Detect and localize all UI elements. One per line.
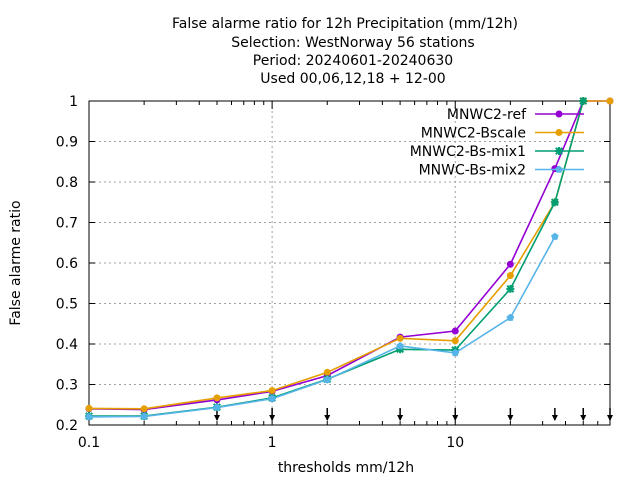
threshold-marker-head <box>324 415 331 421</box>
data-point <box>213 403 221 411</box>
data-point <box>396 342 404 350</box>
x-tick-label: 1 <box>268 435 277 451</box>
data-point <box>396 334 404 342</box>
threshold-marker-head <box>397 415 404 421</box>
threshold-marker-head <box>607 415 613 421</box>
data-point <box>85 412 93 421</box>
series-1 <box>85 97 614 414</box>
data-point <box>606 97 614 105</box>
x-tick-label: 0.1 <box>78 435 100 451</box>
series-line <box>88 236 556 418</box>
chart-title-line-4: Used 00,06,12,18 + 12-00 <box>260 71 445 87</box>
threshold-marker-head <box>551 415 558 421</box>
threshold-marker-head <box>452 415 459 421</box>
data-point <box>268 394 276 402</box>
data-point <box>506 272 514 280</box>
data-point <box>506 313 515 321</box>
threshold-marker-head <box>269 415 276 421</box>
data-point <box>323 375 332 383</box>
legend-swatch-marker <box>555 110 563 118</box>
threshold-marker-head <box>507 415 514 421</box>
data-point <box>579 97 588 105</box>
data-point <box>451 348 459 357</box>
legend-entry: MNWC2-ref <box>447 107 584 123</box>
data-point <box>213 394 221 402</box>
y-axis-label: False alarme ratio <box>8 200 24 325</box>
data-point <box>85 404 93 412</box>
y-tick-label: 0.5 <box>56 297 78 313</box>
threshold-marker-head <box>213 415 220 421</box>
data-point <box>551 232 559 240</box>
axes: 0.2 0.3 0.4 0.5 0.6 0.7 0.8 0.9 1 0.1 1 10 <box>56 94 611 451</box>
data-point <box>550 198 559 207</box>
data-point <box>140 405 148 413</box>
y-tick-label: 0.2 <box>56 418 78 434</box>
data-point <box>451 337 459 345</box>
series-2 <box>85 97 614 413</box>
y-tick-label: 0.8 <box>56 175 78 191</box>
chart-title-line-1: False alarme ratio for 12h Precipitation… <box>172 16 518 32</box>
x-tick-label: 10 <box>446 435 464 451</box>
series-layer <box>85 97 614 421</box>
legend-entry: MNWC2-Bscale <box>421 126 584 142</box>
y-tick-label: 1 <box>69 94 78 110</box>
legend-swatch-marker <box>555 147 563 155</box>
data-point <box>506 260 514 268</box>
y-tick-label: 0.9 <box>56 135 78 151</box>
legend: MNWC2-ref MNWC2-Bscale MNWC2-Bs-mix1 MNWC-B… <box>410 107 584 179</box>
y-tick-label: 0.3 <box>56 378 78 394</box>
series-4 <box>85 232 559 421</box>
legend-label: MNWC2-ref <box>447 107 527 123</box>
data-point <box>268 387 276 395</box>
threshold-marker-head <box>580 415 587 421</box>
chart-title: False alarme ratio for 12h Precipitation… <box>172 16 518 87</box>
data-point-stroke <box>555 147 563 155</box>
y-tick-label: 0.4 <box>56 337 78 353</box>
series-line <box>88 100 610 411</box>
data-point-stroke <box>579 97 588 105</box>
legend-entry: MNWC-Bs-mix2 <box>419 163 584 179</box>
x-axis-label: thresholds mm/12h <box>278 460 414 476</box>
plot-frame <box>88 100 611 426</box>
y-tick-label: 0.6 <box>56 256 78 272</box>
series-line <box>88 100 610 410</box>
legend-swatch-marker <box>555 165 563 173</box>
data-point <box>451 327 459 335</box>
legend-label: MNWC-Bs-mix2 <box>419 163 526 179</box>
y-tick-label: 0.7 <box>56 216 78 232</box>
chart-title-line-3: Period: 20240601-20240630 <box>253 53 453 69</box>
legend-entry: MNWC2-Bs-mix1 <box>410 144 584 160</box>
grid <box>89 101 610 425</box>
data-point-stroke <box>550 198 559 207</box>
legend-swatch-marker <box>555 129 563 136</box>
data-point-stroke <box>506 285 515 293</box>
legend-label: MNWC2-Bscale <box>421 126 526 142</box>
data-point <box>140 412 148 420</box>
data-point <box>323 368 331 376</box>
chart-title-line-2: Selection: WestNorway 56 stations <box>231 35 474 51</box>
legend-label: MNWC2-Bs-mix1 <box>410 144 526 160</box>
data-point <box>506 284 515 293</box>
